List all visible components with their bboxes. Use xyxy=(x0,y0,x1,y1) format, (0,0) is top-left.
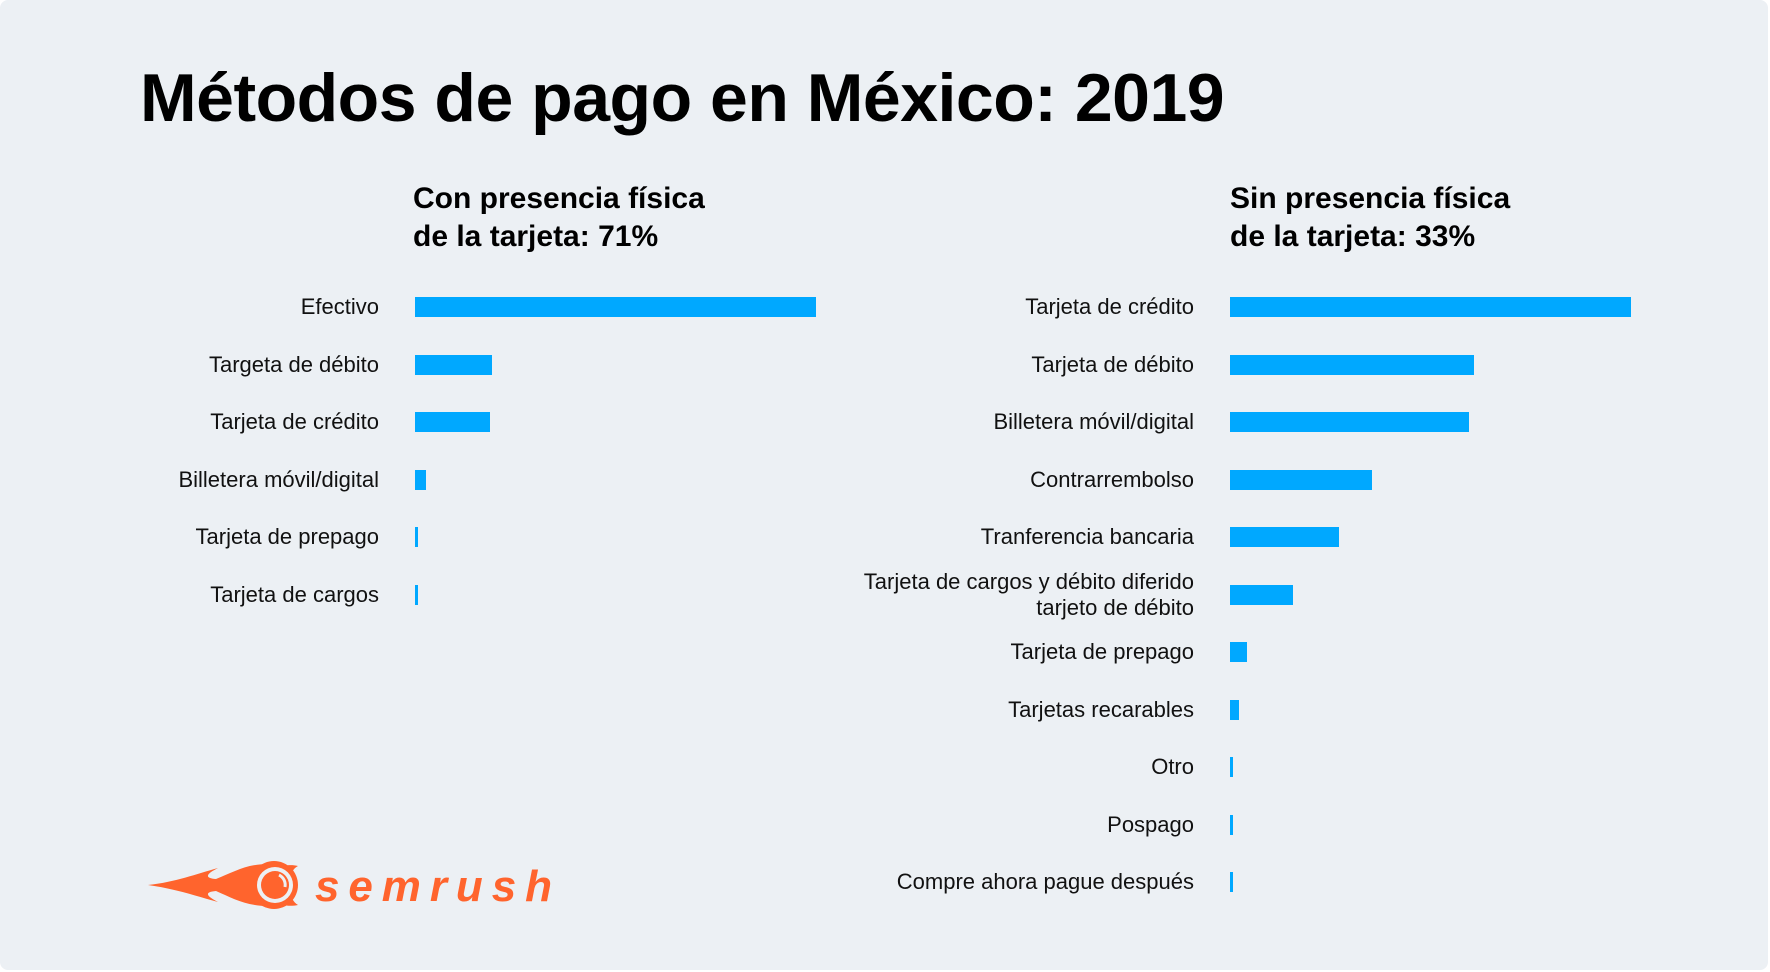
bar xyxy=(415,584,418,605)
panel-left-subtitle-line-1: Con presencia física xyxy=(413,182,705,215)
bar-label: Pospago xyxy=(1107,811,1194,837)
bar-row: Tarjetas recarables xyxy=(0,696,1768,722)
bar-row: Tranferencia bancaria xyxy=(0,524,1768,549)
bar xyxy=(415,527,418,547)
bar xyxy=(1230,354,1475,375)
bar-row: Compre ahora pague después xyxy=(0,869,1768,894)
bar-row: Billetera móvil/digital xyxy=(0,466,1768,492)
bar-label: Tarjetas recarables xyxy=(1008,696,1194,722)
bar xyxy=(1230,699,1240,720)
bar-row: Billetera móvil/digital xyxy=(0,409,1768,434)
bar xyxy=(1230,412,1470,432)
bar-label: Contrarrembolso xyxy=(1030,466,1194,492)
bar-label: Tarjeta de débito xyxy=(1031,351,1194,377)
bar-row: Targeta de débito xyxy=(0,351,1768,377)
bar xyxy=(1230,584,1294,605)
bar-row: Contrarrembolso xyxy=(0,466,1768,492)
bar-label: Tarjeta de cargos y débito diferido tarje… xyxy=(864,569,1194,621)
bar-row: Tarjeta de crédito xyxy=(0,294,1768,319)
bar-label: Billetera móvil/digital xyxy=(993,409,1194,434)
bar-row: Pospago xyxy=(0,811,1768,837)
bar-label: Tarjeta de cargos xyxy=(210,581,379,607)
bar xyxy=(1230,297,1631,317)
bar-label: Tranferencia bancaria xyxy=(980,524,1194,549)
bar-label: Tarjeta de crédito xyxy=(210,409,379,434)
bar xyxy=(1230,527,1339,547)
bar-label: Tarjeta de prepago xyxy=(195,524,379,549)
bar-row: Otro xyxy=(0,754,1768,779)
bar-row: Tarjeta de cargos xyxy=(0,581,1768,607)
panel-right-subtitle-line-2: de la tarjeta: 33% xyxy=(1230,220,1476,253)
bar-label: Targeta de débito xyxy=(208,351,379,377)
bar xyxy=(1230,872,1233,892)
bar-label: Billetera móvil/digital xyxy=(178,466,379,492)
panel-left-subtitle: Con presencia física de la tarjeta: 71% xyxy=(413,180,705,256)
bar-label: Compre ahora pague después xyxy=(896,869,1194,894)
bar-label: Otro xyxy=(1151,754,1194,779)
bar xyxy=(1230,814,1233,835)
bar-row: Tarjeta de crédito xyxy=(0,409,1768,434)
bar xyxy=(415,354,493,375)
bar-row: Efectivo xyxy=(0,294,1768,319)
bar-label: Tarjeta de crédito xyxy=(1025,294,1194,319)
bar xyxy=(1230,642,1247,662)
bar xyxy=(415,412,491,432)
bar-label: Tarjeta de prepago xyxy=(1010,639,1194,664)
semrush-logo: semrush xyxy=(148,861,553,911)
bar xyxy=(1230,469,1373,490)
bar xyxy=(415,469,427,490)
bar-row: Tarjeta de cargos y débito diferido tarje… xyxy=(0,569,1768,620)
bar-row: Tarjeta de prepago xyxy=(0,639,1768,664)
semrush-wordmark: semrush xyxy=(315,862,553,911)
bar xyxy=(1230,757,1233,777)
bar-label-line: tarjeto de débito xyxy=(1036,594,1194,620)
chart-title: Métodos de pago en México: 2019 xyxy=(140,60,1225,136)
bar-label-line: Tarjeta de cargos y débito diferido xyxy=(863,568,1194,594)
bar-label: Efectivo xyxy=(300,294,379,319)
bar xyxy=(415,297,816,317)
panel-right-subtitle: Sin presencia física de la tarjeta: 33% xyxy=(1230,180,1510,256)
bar-row: Tarjeta de débito xyxy=(0,351,1768,377)
bar-row: Tarjeta de prepago xyxy=(0,524,1768,549)
panel-right-subtitle-line-1: Sin presencia física xyxy=(1230,182,1511,215)
panel-left-subtitle-line-2: de la tarjeta: 71% xyxy=(413,220,659,253)
